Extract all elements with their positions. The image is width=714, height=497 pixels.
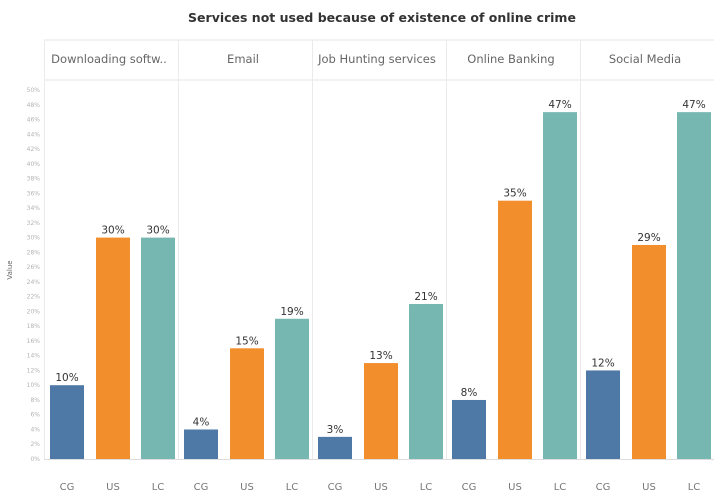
x-category-label: CG — [60, 482, 75, 493]
y-tick-label: 30% — [27, 235, 41, 242]
y-tick-label: 42% — [27, 146, 41, 153]
bar-value-label: 3% — [327, 424, 344, 436]
y-tick-label: 16% — [27, 338, 41, 345]
bar-cg — [586, 370, 620, 459]
bar-value-label: 13% — [369, 350, 392, 362]
y-tick-label: 34% — [27, 205, 41, 212]
bar-value-label: 47% — [548, 99, 571, 111]
bar-value-label: 35% — [503, 188, 526, 200]
bar-value-label: 15% — [235, 335, 258, 347]
bar-lc — [275, 318, 309, 459]
x-category-label: US — [642, 482, 656, 493]
bar-value-label: 12% — [591, 357, 614, 369]
y-tick-label: 32% — [27, 220, 41, 227]
y-tick-label: 0% — [30, 456, 40, 463]
y-tick-label: 38% — [27, 176, 41, 183]
y-tick-label: 8% — [30, 397, 40, 404]
y-tick-label: 6% — [30, 412, 40, 419]
bar-us — [498, 200, 532, 459]
bar-cg — [50, 385, 84, 459]
y-tick-label: 40% — [27, 161, 41, 168]
y-tick-label: 28% — [27, 249, 41, 256]
x-category-label: LC — [420, 482, 433, 493]
panel-label: Email — [227, 52, 259, 66]
x-category-label: LC — [152, 482, 165, 493]
panel-label: Downloading softw.. — [51, 52, 167, 66]
y-tick-label: 18% — [27, 323, 41, 330]
x-category-label: CG — [462, 482, 477, 493]
bar-value-label: 8% — [461, 387, 478, 399]
bar-lc — [409, 304, 443, 459]
bar-value-label: 19% — [280, 306, 303, 318]
bar-us — [230, 348, 264, 459]
y-axis-title: Value — [6, 260, 14, 279]
y-tick-label: 26% — [27, 264, 41, 271]
y-tick-label: 44% — [27, 131, 41, 138]
panel-label: Job Hunting services — [317, 52, 436, 66]
bar-value-label: 21% — [414, 291, 437, 303]
x-category-label: US — [106, 482, 120, 493]
bar-cg — [318, 436, 352, 459]
y-tick-label: 22% — [27, 294, 41, 301]
bar-lc — [141, 237, 175, 459]
y-tick-label: 36% — [27, 190, 41, 197]
x-category-label: LC — [688, 482, 701, 493]
y-tick-label: 50% — [27, 87, 41, 94]
bar-value-label: 4% — [193, 416, 210, 428]
panel-label: Social Media — [609, 52, 681, 66]
bar-value-label: 10% — [55, 372, 78, 384]
x-category-label: CG — [328, 482, 343, 493]
x-category-label: LC — [554, 482, 567, 493]
x-category-label: US — [508, 482, 522, 493]
bar-lc — [543, 112, 577, 459]
x-category-label: CG — [596, 482, 611, 493]
y-tick-label: 12% — [27, 367, 41, 374]
bar-us — [364, 363, 398, 459]
bar-us — [632, 244, 666, 459]
y-tick-label: 20% — [27, 308, 41, 315]
bar-cg — [452, 399, 486, 459]
x-category-label: US — [374, 482, 388, 493]
bar-value-label: 29% — [637, 232, 660, 244]
panel-label: Online Banking — [467, 52, 554, 66]
y-tick-label: 48% — [27, 102, 41, 109]
x-category-label: US — [240, 482, 254, 493]
y-tick-label: 10% — [27, 382, 41, 389]
y-tick-label: 24% — [27, 279, 41, 286]
x-category-label: CG — [194, 482, 209, 493]
bar-cg — [184, 429, 218, 459]
y-tick-label: 4% — [30, 426, 40, 433]
bar-lc — [677, 112, 711, 459]
bar-value-label: 30% — [101, 225, 124, 237]
y-tick-label: 2% — [30, 441, 40, 448]
bar-value-label: 47% — [682, 99, 705, 111]
chart-title: Services not used because of existence o… — [188, 10, 576, 25]
x-category-label: LC — [286, 482, 299, 493]
bar-value-label: 30% — [146, 225, 169, 237]
y-tick-label: 14% — [27, 353, 41, 360]
y-tick-label: 46% — [27, 117, 41, 124]
bar-us — [96, 237, 130, 459]
